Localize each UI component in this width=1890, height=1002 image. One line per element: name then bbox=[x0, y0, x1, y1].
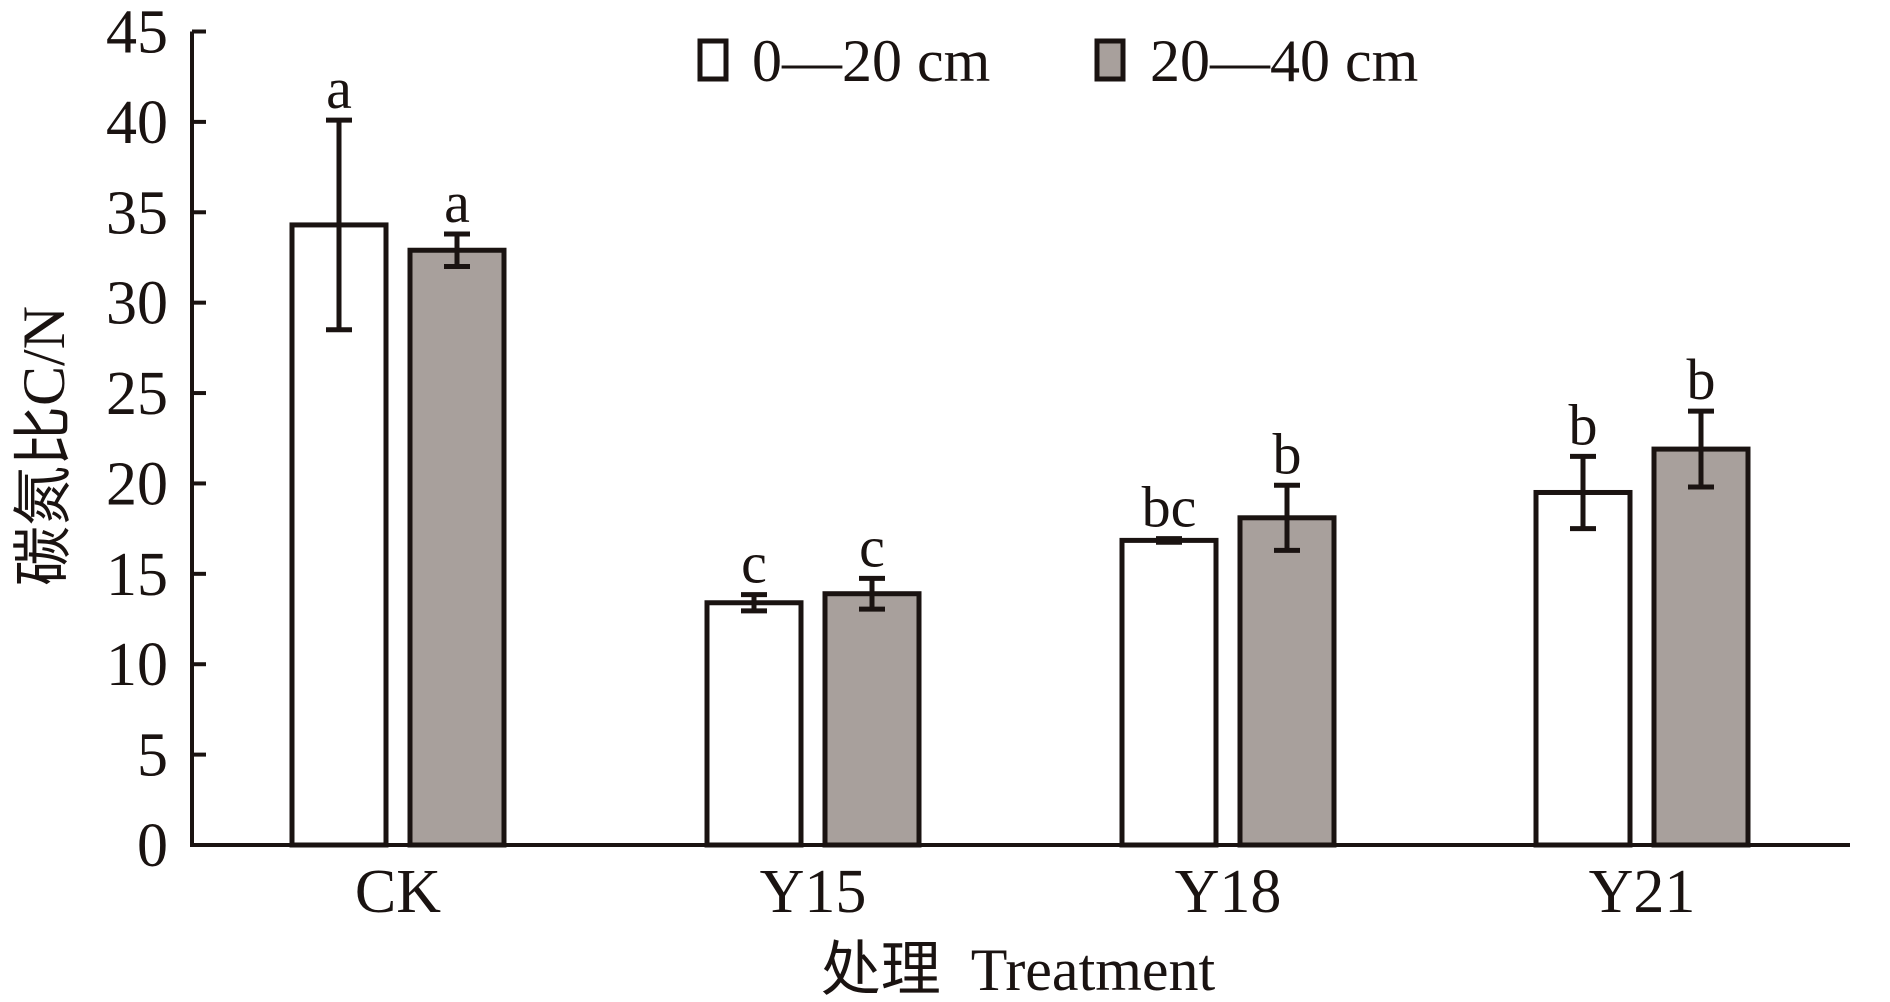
significance-label: a bbox=[326, 56, 352, 121]
x-tick-label: CK bbox=[355, 858, 441, 926]
significance-label: b bbox=[1687, 347, 1716, 412]
significance-label: c bbox=[741, 531, 767, 596]
y-axis-ticks: 0 5 10 15 20 25 30 35 40 45 bbox=[106, 0, 206, 880]
legend-label-series-2: 20—40 cm bbox=[1150, 28, 1418, 94]
axes bbox=[190, 31, 1850, 847]
significance-label: a bbox=[444, 170, 470, 235]
bar-y18-series-1 bbox=[1119, 537, 1219, 848]
bar-y21-series-1 bbox=[1533, 489, 1633, 848]
y-tick-label: 5 bbox=[137, 722, 168, 790]
bar-ck-series-2 bbox=[407, 247, 507, 848]
y-tick-label: 15 bbox=[106, 541, 168, 609]
y-axis-title: 碳氮比C/N bbox=[11, 306, 77, 586]
x-axis-tick-labels: CK Y15 Y18 Y21 bbox=[355, 858, 1695, 926]
bar-y21-series-2 bbox=[1651, 446, 1751, 848]
y-tick-label: 20 bbox=[106, 450, 168, 518]
significance-label: b bbox=[1569, 392, 1598, 457]
significance-label: c bbox=[859, 514, 885, 579]
legend: 0—20 cm 20—40 cm bbox=[697, 28, 1418, 94]
y-tick-label: 45 bbox=[106, 0, 168, 67]
legend-label-series-1: 0—20 cm bbox=[752, 28, 990, 94]
y-tick-label: 40 bbox=[106, 89, 168, 157]
y-tick-label: 10 bbox=[106, 631, 168, 699]
y-tick-label: 25 bbox=[106, 360, 168, 428]
x-tick-label: Y18 bbox=[1175, 858, 1282, 926]
significance-label: bc bbox=[1142, 475, 1197, 540]
x-tick-label: Y15 bbox=[760, 858, 867, 926]
legend-swatch-series-2 bbox=[1094, 38, 1126, 82]
x-tick-label: Y21 bbox=[1589, 858, 1696, 926]
y-tick-label: 30 bbox=[106, 270, 168, 338]
y-tick-label: 0 bbox=[137, 812, 168, 880]
y-tick-label: 35 bbox=[106, 179, 168, 247]
significance-label: b bbox=[1273, 421, 1302, 486]
bar-y18-series-2 bbox=[1237, 515, 1337, 848]
bar-y15-series-2 bbox=[822, 591, 922, 848]
bars: a a c c bc b b b bbox=[289, 56, 1751, 848]
bar-y15-series-1 bbox=[704, 600, 804, 848]
legend-swatch-series-1 bbox=[697, 38, 729, 82]
x-axis-title: 处理 Treatment bbox=[821, 937, 1216, 1002]
